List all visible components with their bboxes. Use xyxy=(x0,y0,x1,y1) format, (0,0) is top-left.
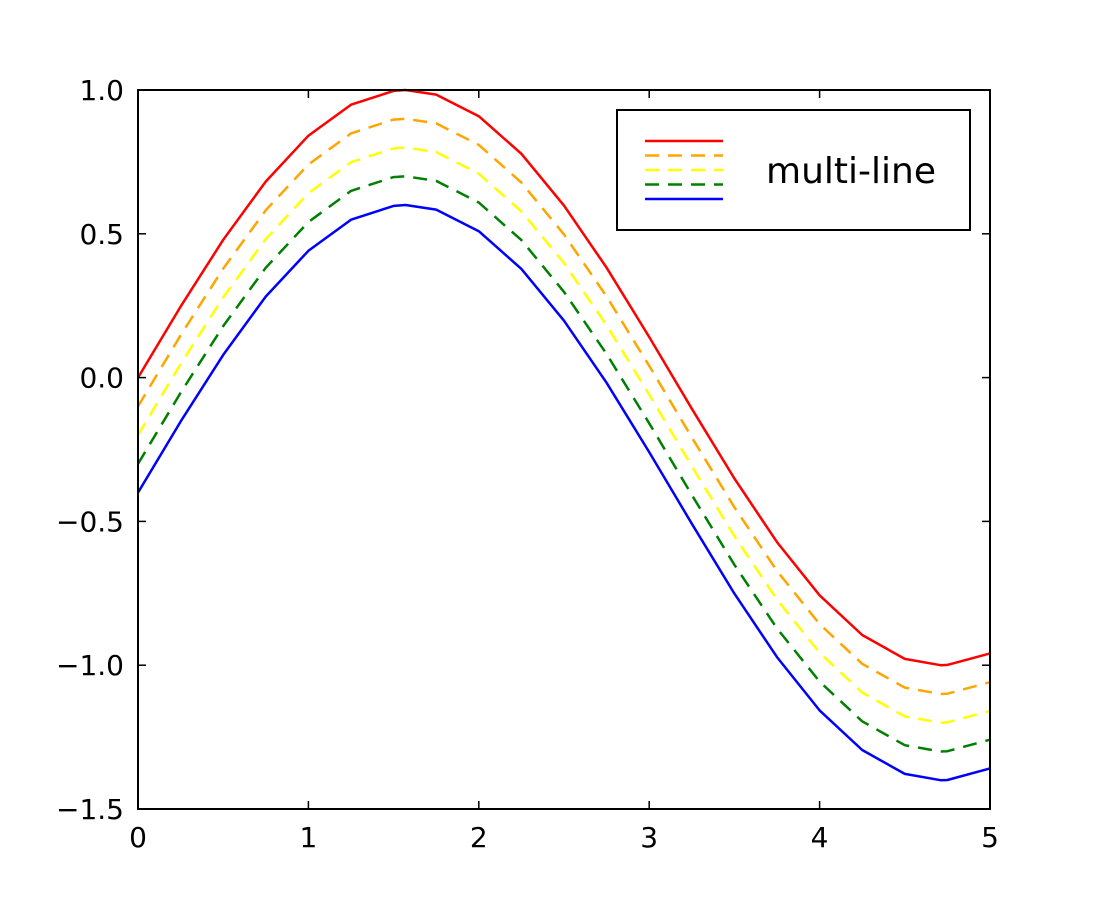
y-tick-label: 0.0 xyxy=(79,362,124,395)
y-tick-label: 0.5 xyxy=(79,218,124,251)
x-tick-label: 2 xyxy=(470,821,488,854)
series-line-2 xyxy=(136,117,991,696)
legend: multi-line xyxy=(616,109,971,231)
y-tick-label: −1.5 xyxy=(56,793,124,826)
y-tick-label: 1.0 xyxy=(79,74,124,107)
plot-frame xyxy=(137,89,991,810)
legend-label: multi-line xyxy=(766,151,936,192)
series-line-5 xyxy=(136,203,991,782)
legend-handles xyxy=(645,139,723,201)
series-line-3 xyxy=(136,146,991,724)
x-tick-label: 5 xyxy=(981,821,999,854)
ticks-layer: 0 1 2 3 4 5 −1.5 −1.0 −0.5 0.0 0.5 1.0 xyxy=(56,74,999,854)
series-layer xyxy=(136,88,991,782)
y-tick-label: −1.0 xyxy=(56,649,124,682)
x-tick-label: 4 xyxy=(811,821,829,854)
series-line-1 xyxy=(136,88,991,667)
series-line-4 xyxy=(136,175,991,753)
x-tick-label: 0 xyxy=(129,821,147,854)
x-tick-label: 1 xyxy=(299,821,317,854)
y-tick-label: −0.5 xyxy=(56,505,124,538)
x-tick-label: 3 xyxy=(640,821,658,854)
